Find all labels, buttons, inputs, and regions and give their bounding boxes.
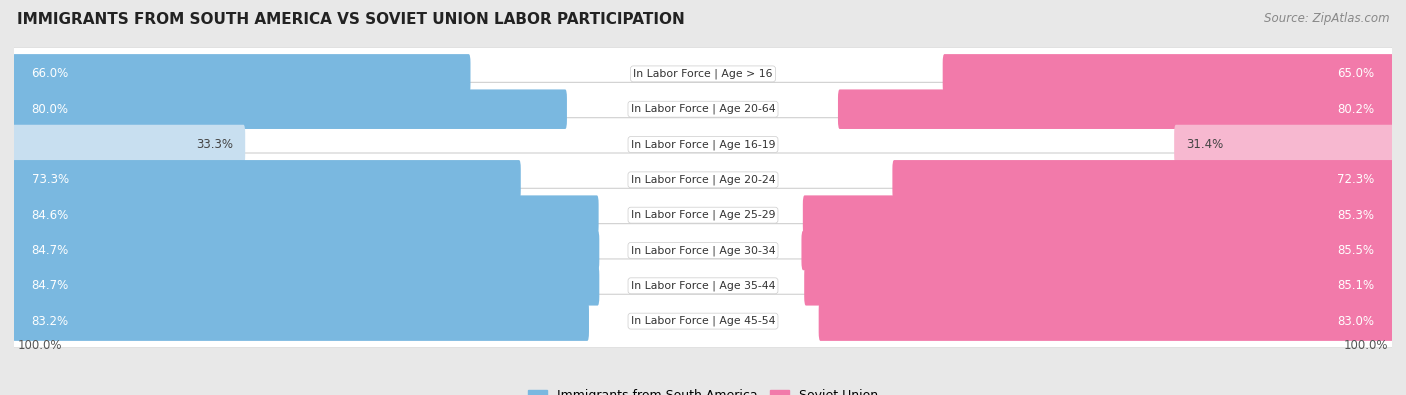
Text: In Labor Force | Age 25-29: In Labor Force | Age 25-29	[631, 210, 775, 220]
Text: In Labor Force | Age 20-24: In Labor Force | Age 20-24	[631, 175, 775, 185]
FancyBboxPatch shape	[11, 83, 1395, 136]
Text: 72.3%: 72.3%	[1337, 173, 1375, 186]
Text: IMMIGRANTS FROM SOUTH AMERICA VS SOVIET UNION LABOR PARTICIPATION: IMMIGRANTS FROM SOUTH AMERICA VS SOVIET …	[17, 12, 685, 27]
FancyBboxPatch shape	[11, 188, 1395, 242]
Text: 73.3%: 73.3%	[31, 173, 69, 186]
FancyBboxPatch shape	[13, 160, 520, 199]
FancyBboxPatch shape	[13, 266, 599, 306]
FancyBboxPatch shape	[11, 259, 1395, 312]
Text: 83.2%: 83.2%	[31, 314, 69, 327]
Text: 84.7%: 84.7%	[31, 244, 69, 257]
Text: 100.0%: 100.0%	[17, 339, 62, 352]
FancyBboxPatch shape	[838, 89, 1393, 129]
FancyBboxPatch shape	[801, 231, 1393, 270]
FancyBboxPatch shape	[11, 294, 1395, 348]
Text: In Labor Force | Age > 16: In Labor Force | Age > 16	[633, 69, 773, 79]
FancyBboxPatch shape	[1174, 125, 1393, 164]
Text: In Labor Force | Age 16-19: In Labor Force | Age 16-19	[631, 139, 775, 150]
Text: 33.3%: 33.3%	[197, 138, 233, 151]
Text: Source: ZipAtlas.com: Source: ZipAtlas.com	[1264, 12, 1389, 25]
Text: 85.1%: 85.1%	[1337, 279, 1375, 292]
FancyBboxPatch shape	[13, 231, 599, 270]
Text: 100.0%: 100.0%	[1344, 339, 1389, 352]
Text: 80.0%: 80.0%	[31, 103, 69, 116]
FancyBboxPatch shape	[13, 196, 599, 235]
FancyBboxPatch shape	[11, 118, 1395, 171]
Text: In Labor Force | Age 45-54: In Labor Force | Age 45-54	[631, 316, 775, 326]
Text: 85.5%: 85.5%	[1337, 244, 1375, 257]
Text: In Labor Force | Age 35-44: In Labor Force | Age 35-44	[631, 280, 775, 291]
Text: 66.0%: 66.0%	[31, 68, 69, 81]
Text: 84.7%: 84.7%	[31, 279, 69, 292]
Legend: Immigrants from South America, Soviet Union: Immigrants from South America, Soviet Un…	[523, 384, 883, 395]
FancyBboxPatch shape	[11, 224, 1395, 277]
FancyBboxPatch shape	[13, 89, 567, 129]
FancyBboxPatch shape	[11, 47, 1395, 101]
FancyBboxPatch shape	[803, 196, 1393, 235]
FancyBboxPatch shape	[893, 160, 1393, 199]
Text: 31.4%: 31.4%	[1187, 138, 1223, 151]
FancyBboxPatch shape	[13, 125, 245, 164]
FancyBboxPatch shape	[13, 301, 589, 341]
FancyBboxPatch shape	[818, 301, 1393, 341]
Text: 83.0%: 83.0%	[1337, 314, 1375, 327]
FancyBboxPatch shape	[13, 54, 471, 94]
FancyBboxPatch shape	[11, 153, 1395, 207]
Text: 85.3%: 85.3%	[1337, 209, 1375, 222]
Text: In Labor Force | Age 20-64: In Labor Force | Age 20-64	[631, 104, 775, 115]
Text: 65.0%: 65.0%	[1337, 68, 1375, 81]
Text: In Labor Force | Age 30-34: In Labor Force | Age 30-34	[631, 245, 775, 256]
Text: 80.2%: 80.2%	[1337, 103, 1375, 116]
FancyBboxPatch shape	[942, 54, 1393, 94]
Text: 84.6%: 84.6%	[31, 209, 69, 222]
FancyBboxPatch shape	[804, 266, 1393, 306]
